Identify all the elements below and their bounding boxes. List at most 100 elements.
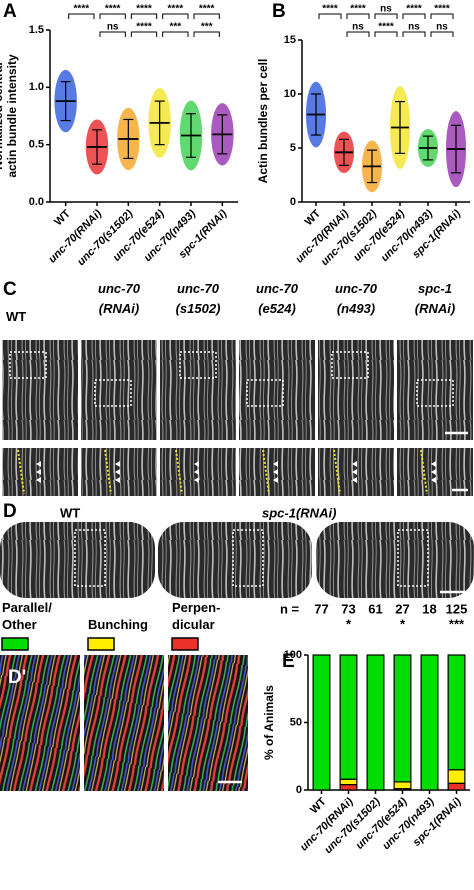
count-label: 73 [341, 601, 355, 616]
sig-bracket [374, 31, 398, 37]
y-tick-label: 5 [290, 142, 296, 154]
arrowhead [431, 477, 436, 483]
legend-label: Perpen-dicular [172, 600, 220, 632]
panel-label: D' [8, 667, 26, 688]
count-label: 27 [395, 601, 409, 616]
y-tick-label: 100 [284, 649, 302, 661]
bar-segment [312, 654, 331, 791]
bar-segment [447, 769, 466, 784]
image-label: WT [60, 505, 80, 520]
column-header: unc-70 (e524) [256, 281, 299, 316]
micrograph [0, 522, 155, 598]
sig-label: **** [322, 4, 338, 15]
sig-label: **** [199, 4, 215, 15]
arrowhead [431, 469, 436, 475]
bar-segment [339, 778, 358, 786]
sig-label: **** [168, 4, 184, 15]
roi-box [416, 379, 454, 407]
micrograph [158, 522, 312, 598]
legend-label: Bunching [88, 617, 148, 632]
roi-box [246, 379, 284, 407]
arrowhead [36, 469, 41, 475]
x-tick-label: WT [52, 207, 73, 228]
micrograph [2, 340, 78, 440]
column-header: WT [6, 309, 26, 324]
sig-label: ns [107, 22, 119, 33]
y-axis-label: Normalized centralactin bundle intensity [0, 54, 19, 178]
y-tick-label: 0 [296, 784, 302, 796]
sig-bracket [346, 31, 370, 37]
membrane-trace [17, 449, 25, 495]
sig-bracket [99, 31, 126, 37]
arrowhead [273, 477, 278, 483]
sig-bracket [430, 13, 454, 19]
color-micrograph [0, 655, 80, 791]
column-header: unc-70 (s1502) [176, 281, 221, 316]
sig-bracket [402, 13, 426, 19]
sig-bracket [68, 13, 95, 19]
sig-label: ns [380, 4, 392, 15]
arrowhead [273, 469, 278, 475]
bar-segment [366, 654, 385, 791]
bar-segment [339, 783, 358, 791]
bar-segment [447, 654, 466, 771]
arrowhead [352, 469, 357, 475]
x-tick-label: WT [308, 795, 329, 816]
y-tick-label: 50 [290, 716, 302, 728]
y-tick-label: 1.0 [29, 81, 44, 93]
roi-box [179, 351, 217, 379]
roi-box [232, 529, 264, 587]
membrane-trace [262, 449, 270, 495]
panel-label: A [3, 1, 17, 22]
legend-swatch [1, 637, 29, 651]
micrograph [397, 340, 473, 440]
membrane-trace [333, 449, 341, 495]
y-axis-label: % of Animals [262, 685, 276, 760]
arrowhead [115, 469, 120, 475]
bar-segment [447, 782, 466, 791]
roi-box [94, 379, 132, 407]
sig-label: **** [350, 4, 366, 15]
membrane-trace [104, 449, 112, 495]
sig-bracket [99, 13, 126, 19]
roi-box [74, 529, 106, 587]
arrowhead [115, 461, 120, 467]
column-header: unc-70 (RNAi) [98, 281, 141, 316]
sig-bracket [374, 13, 398, 19]
count-label: n = [280, 601, 300, 616]
micrograph [160, 340, 236, 440]
color-micrograph [84, 655, 164, 791]
panel-label: C [3, 279, 17, 300]
sig-bracket [346, 13, 370, 19]
bar-segment [393, 781, 412, 790]
y-tick-label: 0 [290, 196, 296, 208]
arrowhead [194, 461, 199, 467]
membrane-trace [175, 449, 183, 495]
sig-label: **** [434, 4, 450, 15]
sig-bracket [130, 31, 158, 37]
y-axis-label: Actin bundles per cell [256, 59, 270, 184]
arrowhead [273, 461, 278, 467]
sig-label: *** [201, 22, 213, 33]
x-tick-label: unc-70(s1502) [75, 207, 136, 268]
sig-label: *** [449, 616, 465, 631]
sig-label: **** [378, 22, 394, 33]
panel-label: E [282, 651, 295, 672]
sig-label: ns [408, 22, 420, 33]
sig-bracket [193, 31, 220, 37]
y-tick-label: 0.5 [29, 139, 44, 151]
micrograph [316, 522, 474, 598]
panel-label: D [3, 501, 17, 522]
sig-label: ns [436, 22, 448, 33]
micrograph [318, 340, 394, 440]
arrowhead [352, 477, 357, 483]
sig-label: **** [105, 4, 121, 15]
sig-bracket [402, 31, 426, 37]
column-header: spc-1 (RNAi) [415, 281, 455, 316]
sig-label: *** [169, 22, 181, 33]
legend-swatch [171, 637, 199, 651]
arrowhead [352, 461, 357, 467]
sig-label: **** [136, 22, 152, 33]
y-tick-label: 15 [284, 34, 296, 46]
